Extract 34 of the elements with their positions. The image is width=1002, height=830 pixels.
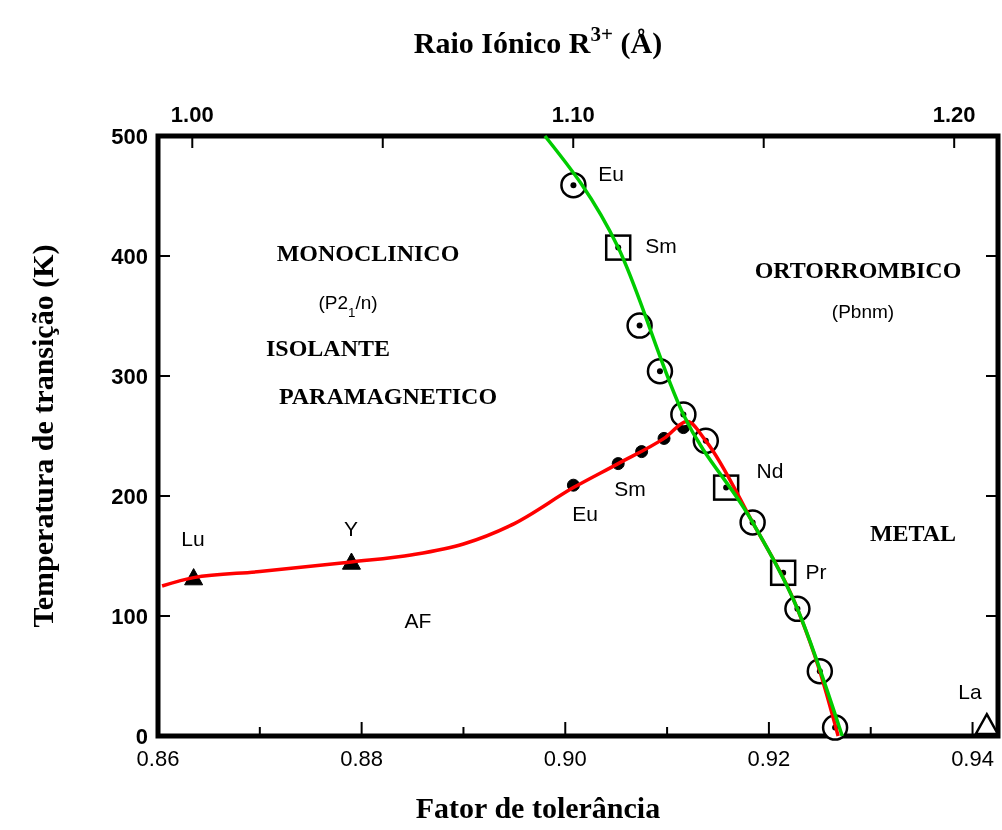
annotation: Eu [572, 502, 598, 525]
x2-tick-label: 1.00 [170, 102, 214, 127]
annotation: MONOCLINICO [276, 240, 460, 266]
x2-tick-label: 1.20 [932, 102, 976, 127]
x2-tick-label: 1.10 [551, 102, 595, 127]
x-axis-title: Fator de tolerância [415, 791, 661, 824]
annotation: (Pbnm) [831, 301, 895, 322]
y-tick-label: 400 [111, 244, 148, 269]
annotation: Nd [756, 459, 784, 482]
annotation: Lu [181, 527, 205, 550]
x-tick-label: 0.88 [340, 746, 384, 771]
text: 0.90 [543, 746, 587, 771]
y-axis-title: Temperatura de transição (K) [26, 244, 60, 628]
x2-axis-title: Raio Iónico R$^{3+}$ (Å) [413, 22, 663, 60]
x-tick-label: 0.94 [951, 746, 994, 771]
annotation: (P2$_{1}$/n) [318, 292, 378, 320]
annotation: ISOLANTE [265, 335, 391, 361]
y-tick-label: 200 [111, 484, 148, 509]
annotation: Sm [645, 234, 677, 257]
annotation: ORTORROMBICO [754, 257, 962, 283]
y-tick-label: 500 [111, 124, 148, 149]
annotation: METAL [869, 520, 957, 546]
y-tick-label: 100 [111, 604, 148, 629]
y-tick-label: 300 [111, 364, 148, 389]
annotation: La [958, 680, 982, 703]
annotation: Sm [614, 477, 646, 500]
x-tick-label: 0.86 [136, 746, 180, 771]
y-tick-label: 0 [135, 724, 148, 749]
annotation: AF [404, 609, 432, 632]
annotation: Y [343, 517, 359, 540]
annotation: Eu [598, 162, 624, 185]
annotation: PARAMAGNETICO [278, 383, 498, 409]
x-tick-label: 0.92 [747, 746, 791, 771]
annotation: Pr [805, 560, 827, 583]
